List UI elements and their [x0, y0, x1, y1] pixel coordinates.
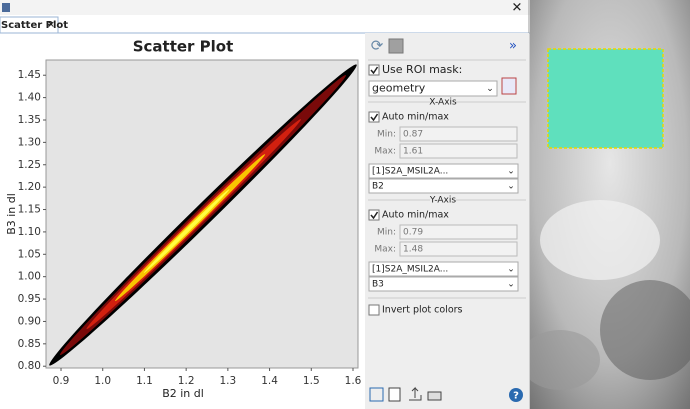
- tab-title: Scatter Plot: [1, 20, 68, 31]
- y-tick-label: 0.80: [18, 360, 41, 372]
- edit-button[interactable]: [388, 387, 401, 402]
- auto-checkbox[interactable]: [368, 209, 380, 221]
- y-tick-label: 1.05: [18, 248, 41, 260]
- dropdown-arrow: ⌄: [507, 280, 515, 290]
- dropdown-arrow: ⌄: [507, 182, 515, 192]
- y-tick-label: 0.90: [18, 315, 41, 327]
- invert-label: Invert plot colors: [382, 305, 463, 316]
- print-button[interactable]: [427, 391, 442, 401]
- density-max: [143, 189, 230, 274]
- x-tick-label: 1.6: [345, 375, 362, 387]
- y-tick-label: 1.00: [18, 271, 41, 283]
- band-value: B3: [372, 280, 384, 290]
- close-button[interactable]: ✕: [512, 1, 523, 16]
- y-tick-label: 0.85: [18, 338, 41, 350]
- max-field: [399, 143, 518, 159]
- checkmark: [370, 211, 379, 220]
- y-tick-label: 1.35: [18, 114, 41, 126]
- refresh-button[interactable]: ⟳: [371, 37, 384, 55]
- y-axis-label: B3 in dl: [5, 193, 18, 235]
- max-label: Max:: [374, 147, 396, 157]
- dropdown-arrow: ⌄: [507, 167, 515, 177]
- band-value: B2: [372, 182, 384, 192]
- min-label: Min:: [377, 228, 396, 238]
- y-tick-label: 1.45: [18, 69, 41, 81]
- min-value: 0.87: [403, 130, 423, 140]
- stop-button[interactable]: [388, 38, 404, 54]
- y-tick-label: 1.10: [18, 226, 41, 238]
- y-tick-label: 0.95: [18, 293, 41, 305]
- window-icon: [2, 3, 10, 12]
- x-tick-label: 0.9: [53, 375, 70, 387]
- x-axis-label: B2 in dl: [162, 387, 204, 400]
- product-value: [1]S2A_MSIL2A...: [372, 167, 448, 177]
- help-icon: ?: [513, 391, 519, 402]
- band-dropdown[interactable]: [368, 178, 519, 194]
- y-tick-label: 1.30: [18, 136, 41, 148]
- y-axis-title: Y-Axis: [429, 196, 456, 206]
- tab-close[interactable]: ✕: [47, 21, 55, 31]
- dropdown-arrow: ⌄: [507, 265, 515, 275]
- roi-dropdown[interactable]: [368, 80, 498, 97]
- roi-checkbox[interactable]: [368, 64, 380, 76]
- min-field: [399, 224, 518, 240]
- min-value: 0.79: [403, 228, 423, 238]
- roi-label: Use ROI mask:: [382, 63, 462, 76]
- collapse-button[interactable]: »: [509, 39, 517, 54]
- max-value: 1.48: [403, 245, 423, 255]
- max-value: 1.61: [403, 147, 423, 157]
- max-label: Max:: [374, 245, 396, 255]
- plot-title: Scatter Plot: [133, 38, 234, 56]
- auto-label: Auto min/max: [382, 112, 449, 123]
- roi-value: geometry: [372, 82, 426, 95]
- cloud-shadow: [600, 280, 690, 380]
- dropdown-arrow: ⌄: [486, 84, 494, 94]
- density: [49, 64, 357, 366]
- x-tick-label: 1.3: [220, 375, 237, 387]
- roi-geometry[interactable]: [547, 48, 664, 149]
- min-field: [399, 126, 518, 142]
- product-dropdown[interactable]: [368, 163, 519, 179]
- product-dropdown[interactable]: [368, 261, 519, 277]
- y-tick-label: 1.15: [18, 204, 41, 216]
- help-button[interactable]: [509, 388, 523, 402]
- x-tick-label: 1.4: [261, 375, 278, 387]
- product-value: [1]S2A_MSIL2A...: [372, 265, 448, 275]
- x-tick-label: 1.2: [178, 375, 195, 387]
- x-tick-label: 1.5: [303, 375, 320, 387]
- title-bar: [0, 0, 530, 15]
- tab[interactable]: [0, 16, 59, 34]
- y-tick-label: 1.40: [18, 92, 41, 104]
- export-button[interactable]: [409, 386, 422, 401]
- x-tick-label: 1.0: [94, 375, 111, 387]
- mask-manager-button[interactable]: [501, 77, 517, 95]
- auto-label: Auto min/max: [382, 210, 449, 221]
- cloud: [520, 330, 600, 390]
- x-tick-label: 1.1: [136, 375, 153, 387]
- auto-checkbox[interactable]: [368, 111, 380, 123]
- zoom-all-button[interactable]: [369, 387, 384, 402]
- y-tick-label: 1.20: [18, 181, 41, 193]
- cloud: [540, 200, 660, 280]
- x-axis-title: X-Axis: [429, 98, 457, 108]
- min-label: Min:: [377, 130, 396, 140]
- max-field: [399, 241, 518, 257]
- checkmark: [370, 66, 379, 75]
- band-dropdown[interactable]: [368, 276, 519, 292]
- checkmark: [370, 113, 379, 122]
- invert-checkbox[interactable]: [368, 304, 380, 316]
- y-tick-label: 1.25: [18, 159, 41, 171]
